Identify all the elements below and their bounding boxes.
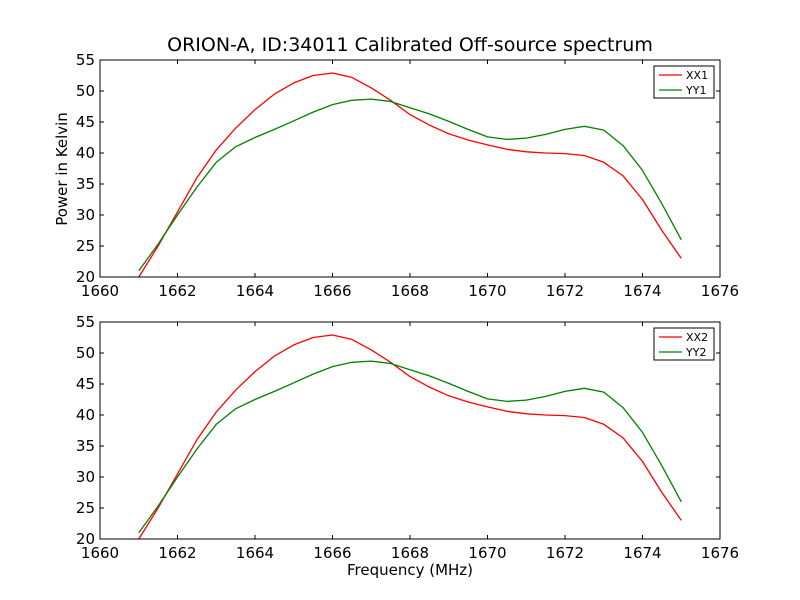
x-tick-label: 1672 — [546, 544, 584, 562]
legend-label-yy2: YY2 — [685, 346, 706, 359]
y-tick-label: 35 — [76, 437, 95, 455]
y-tick-label: 55 — [76, 51, 95, 69]
chart-title: ORION-A, ID:34011 Calibrated Off-source … — [167, 34, 653, 56]
x-tick-label: 1668 — [391, 282, 429, 300]
y-tick-label: 40 — [76, 144, 95, 162]
x-tick-label: 1676 — [701, 282, 739, 300]
x-tick-label: 1674 — [623, 282, 661, 300]
x-axis-label: Frequency (MHz) — [346, 561, 474, 579]
y-tick-label: 45 — [76, 375, 95, 393]
y-tick-label: 30 — [76, 206, 95, 224]
x-tick-label: 1664 — [236, 544, 274, 562]
x-tick-label: 1668 — [391, 544, 429, 562]
y-tick-label: 25 — [76, 237, 95, 255]
plot-frame-2 — [99, 321, 721, 540]
series-line-xx2 — [138, 334, 682, 540]
y-tick-label: 20 — [76, 268, 95, 286]
x-tick-label: 1662 — [158, 282, 196, 300]
x-tick-label: 1666 — [313, 544, 351, 562]
y-tick-label: 50 — [76, 344, 95, 362]
y-tick-label: 55 — [76, 313, 95, 331]
x-tick-label: 1660 — [81, 282, 119, 300]
series-line-xx1 — [138, 72, 682, 278]
x-tick-label: 1676 — [701, 544, 739, 562]
x-tick-label: 1670 — [468, 544, 506, 562]
legend-label-xx2: XX2 — [686, 331, 708, 344]
y-tick-label: 25 — [76, 499, 95, 517]
y-tick-label: 30 — [76, 468, 95, 486]
y-tick-label: 35 — [76, 175, 95, 193]
legend-box — [653, 65, 715, 99]
x-tick-label: 1674 — [623, 544, 661, 562]
y-tick-label: 20 — [76, 530, 95, 548]
legend-label-xx1: XX1 — [686, 69, 708, 82]
x-tick-label: 1660 — [81, 544, 119, 562]
x-tick-label: 1664 — [236, 282, 274, 300]
x-tick-label: 1666 — [313, 282, 351, 300]
x-tick-label: 1662 — [158, 544, 196, 562]
y-tick-label: 50 — [76, 82, 95, 100]
y-tick-label: 45 — [76, 113, 95, 131]
x-tick-label: 1670 — [468, 282, 506, 300]
series-line-yy2 — [138, 360, 682, 534]
plot-frame-1 — [99, 59, 721, 278]
series-line-yy1 — [138, 98, 682, 272]
y-tick-label: 40 — [76, 406, 95, 424]
legend-box — [653, 327, 715, 361]
x-tick-label: 1672 — [546, 282, 584, 300]
legend-label-yy1: YY1 — [685, 84, 706, 97]
